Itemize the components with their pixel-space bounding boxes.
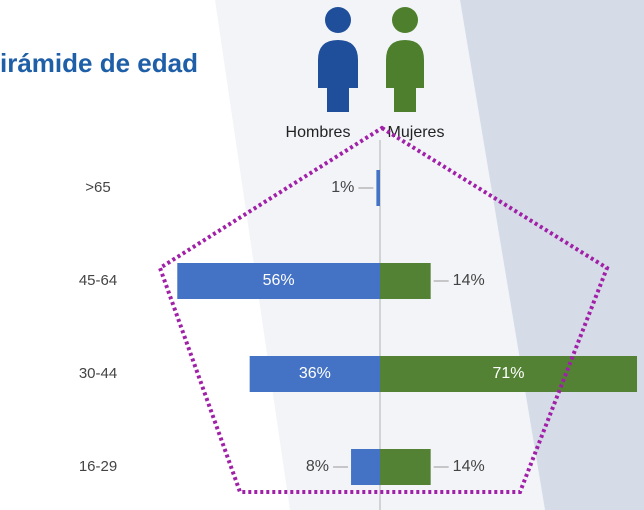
male-icon — [318, 7, 358, 112]
bar — [380, 263, 431, 299]
legend-label: Hombres — [286, 124, 351, 141]
category-label: >65 — [85, 179, 110, 196]
bar — [380, 449, 431, 485]
category-label: 45-64 — [79, 272, 117, 289]
bar — [380, 356, 638, 392]
legend-label: Mujeres — [388, 124, 445, 141]
category-label: 16-29 — [79, 458, 117, 475]
plot: >65 1% 45-64 56% 14% 30-44 36% 71% 16-29 8% 14% — [79, 170, 638, 485]
bar — [376, 170, 380, 206]
bar — [351, 449, 380, 485]
category-label: 30-44 — [79, 365, 117, 382]
data-label: 1% — [331, 179, 354, 196]
data-label: 56% — [263, 272, 295, 289]
data-label: 14% — [453, 458, 485, 475]
chart-title: irámide de edad — [0, 48, 198, 78]
bar — [177, 263, 380, 299]
bar — [249, 356, 380, 392]
female-icon — [386, 7, 424, 112]
data-label: 36% — [299, 365, 331, 382]
data-label: 71% — [492, 365, 524, 382]
data-label: 8% — [306, 458, 329, 475]
data-label: 14% — [453, 272, 485, 289]
